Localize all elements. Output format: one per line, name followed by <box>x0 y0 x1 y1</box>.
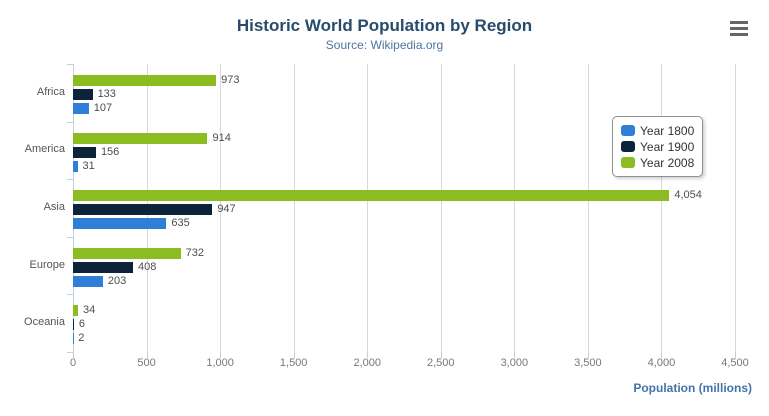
bar-value-label: 156 <box>100 145 120 158</box>
gridline <box>220 64 222 352</box>
bar-value-label: 31 <box>82 159 95 172</box>
bar-value-label: 34 <box>83 304 96 317</box>
bar-value-label: 973 <box>221 74 240 86</box>
x-axis-tick <box>146 352 148 358</box>
bar-value-label: 2 <box>78 332 85 345</box>
bar-year-1900-africa[interactable] <box>73 89 93 100</box>
x-tick-label: 1,500 <box>279 357 308 369</box>
legend-item-year-2008[interactable]: Year 2008 <box>621 155 694 170</box>
bar-year-1900-america[interactable] <box>73 146 96 158</box>
x-axis-tick <box>587 352 589 358</box>
bar-value-label: 133 <box>97 88 116 100</box>
x-tick-label: 1,000 <box>206 357 234 369</box>
context-menu-button[interactable] <box>728 21 750 39</box>
category-label-africa: Africa <box>36 85 65 98</box>
bar-year-1900-oceania[interactable] <box>73 319 74 331</box>
bar-year-1900-asia[interactable] <box>73 204 213 216</box>
legend-item-label: Year 2008 <box>640 155 695 170</box>
x-tick-label: 4,000 <box>647 357 676 369</box>
bar-value-label: 635 <box>171 217 190 230</box>
x-tick-label: 500 <box>137 357 156 369</box>
legend-symbol <box>621 157 635 168</box>
category-label-america: America <box>24 143 65 156</box>
x-tick-label: 3,500 <box>574 357 602 369</box>
legend-item-label: Year 1900 <box>640 139 695 154</box>
category-label-oceania: Oceania <box>24 316 65 329</box>
bar-value-label: 203 <box>107 274 127 287</box>
x-tick-label: 4,500 <box>721 357 749 369</box>
y-axis-tick <box>67 294 73 296</box>
gridline <box>514 64 516 352</box>
y-axis-tick <box>67 179 73 181</box>
bar-value-label: 408 <box>138 260 157 273</box>
bar-year-1800-europe[interactable] <box>73 275 103 287</box>
bar-year-1800-asia[interactable] <box>73 218 167 230</box>
y-axis-tick <box>67 121 73 123</box>
legend-item-label: Year 1800 <box>640 123 695 138</box>
bar-value-label: 107 <box>93 102 113 114</box>
x-axis-tick <box>661 352 663 358</box>
bar-value-label: 4,054 <box>674 189 702 202</box>
bar-year-1900-europe[interactable] <box>73 261 134 273</box>
x-tick-label: 3,000 <box>500 357 529 369</box>
legend-item-year-1900[interactable]: Year 1900 <box>621 139 694 154</box>
x-axis-tick <box>73 352 74 358</box>
gridline <box>440 64 442 352</box>
gridline <box>735 64 736 352</box>
category-label-asia: Asia <box>43 201 65 213</box>
bar-year-2008-africa[interactable] <box>73 75 217 86</box>
bar-year-2008-europe[interactable] <box>73 247 181 259</box>
gridline <box>587 64 589 352</box>
x-tick-label: 0 <box>69 357 77 369</box>
x-axis-tick <box>293 352 295 358</box>
bar-value-label: 914 <box>212 131 231 144</box>
category-label-europe: Europe <box>29 258 65 271</box>
chart-subtitle: Source: Wikipedia.org <box>325 38 444 52</box>
legend-symbol <box>621 141 635 152</box>
bar-value-label: 732 <box>185 246 205 259</box>
x-axis-tick <box>367 352 369 358</box>
y-axis-tick <box>67 352 73 353</box>
bar-year-1800-america[interactable] <box>73 160 78 172</box>
bar-year-2008-america[interactable] <box>73 132 208 144</box>
x-tick-label: 2,500 <box>427 357 455 369</box>
y-axis-tick <box>67 236 73 238</box>
legend-symbol <box>621 125 635 136</box>
bar-year-1800-africa[interactable] <box>73 103 89 114</box>
x-axis-title: Population (millions) <box>633 381 752 395</box>
legend-item-year-1800[interactable]: Year 1800 <box>621 123 694 138</box>
legend: Year 1800 Year 1900 Year 2008 <box>612 116 704 177</box>
bar-year-2008-oceania[interactable] <box>73 305 78 317</box>
gridline <box>367 64 369 352</box>
gridline <box>293 64 295 352</box>
y-axis-tick <box>67 64 73 65</box>
x-axis-tick <box>514 352 516 358</box>
x-axis-tick <box>220 352 222 358</box>
x-axis-tick <box>440 352 442 358</box>
hamburger-menu-icon <box>728 21 750 36</box>
x-tick-label: 2,000 <box>353 357 381 369</box>
bar-value-label: 947 <box>217 203 236 216</box>
gridline <box>661 64 663 352</box>
bar-year-2008-asia[interactable] <box>73 190 670 202</box>
bar-value-label: 6 <box>78 318 85 331</box>
chart-title: Historic World Population by Region <box>236 16 533 35</box>
x-axis-tick <box>735 352 736 358</box>
